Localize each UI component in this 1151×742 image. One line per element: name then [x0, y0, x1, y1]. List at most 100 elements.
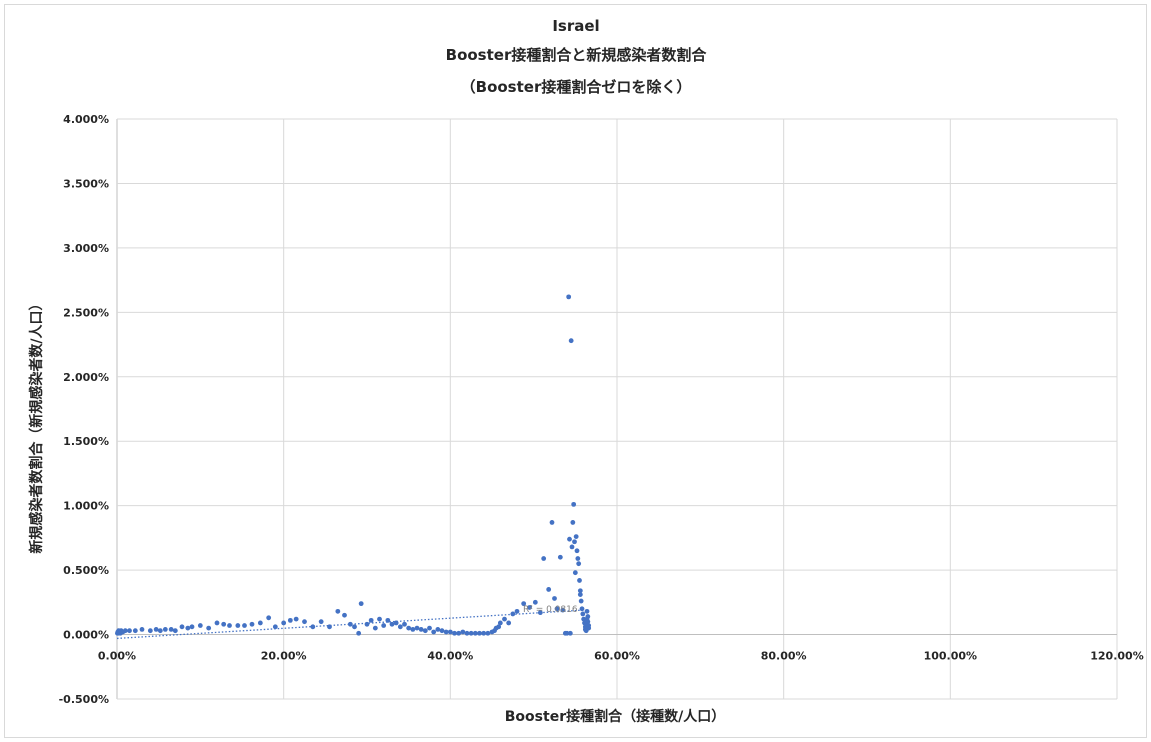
x-axis-label: Booster接種割合（接種数/人口）: [505, 708, 725, 725]
data-point: [318, 619, 324, 625]
data-point: [560, 607, 566, 613]
trendline: [116, 609, 584, 640]
data-point: [406, 625, 412, 631]
data-point: [356, 630, 362, 636]
data-point: [372, 625, 378, 631]
title-line-3: （Booster接種割合ゼロを除く）: [461, 78, 692, 96]
data-point: [571, 501, 577, 507]
data-point: [281, 620, 287, 626]
data-point: [585, 619, 591, 625]
data-point: [584, 608, 590, 614]
y-tick-label: 3.500%: [63, 177, 109, 190]
data-point: [227, 623, 232, 628]
data-point: [439, 628, 445, 634]
x-tick-label: 40.00%: [427, 650, 473, 663]
data-point: [514, 608, 520, 614]
data-point: [172, 628, 178, 634]
data-point: [427, 625, 432, 631]
data-point: [342, 612, 347, 618]
gridlines: [116, 118, 1118, 700]
data-point: [477, 630, 482, 636]
data-point: [293, 616, 299, 622]
x-axis-ticks: 0.00% 20.00% 40.00% 60.00% 80.00% 100.00% 120.…: [98, 650, 1144, 663]
data-point: [580, 611, 586, 617]
y-tick-label: 1.500%: [63, 435, 109, 448]
data-point: [468, 630, 474, 636]
data-point: [358, 601, 364, 607]
data-point: [502, 616, 507, 622]
data-point: [443, 629, 449, 635]
data-point: [564, 630, 570, 636]
data-point: [381, 623, 387, 628]
data-point: [496, 624, 502, 630]
data-point: [364, 621, 370, 627]
data-point: [549, 520, 555, 525]
data-point: [577, 592, 583, 597]
data-point: [302, 619, 307, 625]
data-point: [410, 627, 416, 632]
data-point: [576, 561, 582, 567]
data-point: [127, 628, 132, 634]
data-point: [577, 578, 582, 583]
data-point: [510, 611, 516, 617]
title-line-2: Booster接種割合と新規感染者数割合: [446, 46, 708, 64]
data-point: [435, 627, 441, 632]
data-point: [249, 621, 255, 627]
data-point: [485, 630, 491, 636]
data-point: [574, 548, 580, 554]
y-tick-label: 2.500%: [63, 306, 109, 319]
data-point: [206, 625, 212, 631]
data-point: [452, 630, 457, 636]
x-tick-label: 0.00%: [98, 650, 136, 663]
data-point: [557, 554, 563, 560]
data-point: [418, 627, 424, 632]
data-point: [570, 520, 576, 525]
data-point: [537, 610, 543, 616]
y-axis-ticks: -0.500% 0.000% 0.500% 1.000% 1.500% 2.000% 2.5…: [59, 113, 109, 706]
data-point: [578, 598, 584, 604]
data-point: [287, 617, 293, 623]
data-point: [147, 628, 153, 634]
linear-trendline: [116, 609, 584, 640]
data-point: [497, 620, 503, 626]
data-point: [179, 624, 185, 630]
data-point: [189, 624, 195, 630]
y-tick-label: 0.500%: [63, 564, 109, 577]
data-point: [214, 620, 220, 626]
data-point: [460, 629, 466, 635]
data-point: [481, 630, 487, 636]
data-point: [397, 624, 403, 630]
data-point: [579, 606, 585, 612]
data-point: [585, 614, 591, 619]
data-point: [157, 628, 163, 634]
data-point: [414, 625, 420, 631]
data-point: [221, 621, 227, 627]
data-points: [115, 294, 592, 636]
y-tick-label: 4.000%: [63, 113, 109, 126]
data-point: [235, 623, 241, 628]
y-tick-label: 3.000%: [63, 242, 109, 255]
y-axis-label: 新規感染者数割合（新規感染者数/人口）: [28, 296, 45, 553]
data-point: [153, 627, 159, 632]
data-point: [532, 599, 538, 605]
x-tick-label: 80.00%: [761, 650, 807, 663]
y-tick-label: 0.000%: [63, 629, 109, 642]
scatter-chart: Israel Booster接種割合と新規感染者数割合 （Booster接種割合…: [28, 17, 1144, 725]
data-point: [447, 629, 453, 635]
data-point: [567, 536, 572, 542]
data-point: [168, 627, 174, 632]
data-point: [347, 621, 353, 627]
data-point: [568, 338, 574, 344]
r-squared-label: R² = 0.0816: [523, 605, 578, 615]
data-point: [464, 630, 470, 636]
data-point: [139, 627, 145, 632]
data-point: [567, 630, 573, 636]
data-point: [197, 623, 203, 628]
data-point: [402, 621, 407, 627]
data-point: [327, 624, 332, 630]
data-point: [422, 628, 428, 634]
data-point: [566, 294, 572, 300]
x-tick-label: 60.00%: [594, 650, 640, 663]
data-point: [431, 629, 437, 635]
data-point: [572, 539, 577, 545]
